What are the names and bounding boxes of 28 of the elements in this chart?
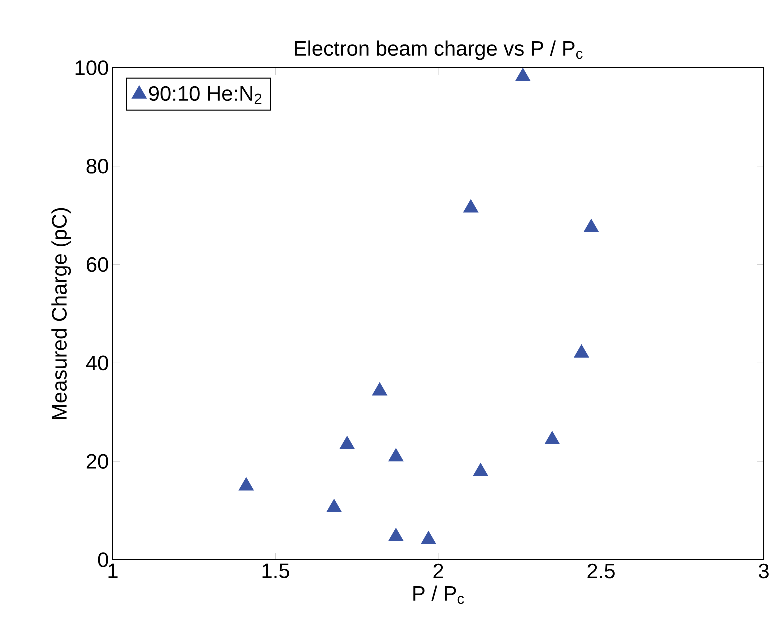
point bbox=[584, 219, 599, 232]
x-tick-label: 1.5 bbox=[262, 564, 290, 578]
point bbox=[545, 431, 560, 444]
legend-label: 90:10 He:N$_{2}$ bbox=[149, 86, 262, 104]
chart-title: Electron beam charge vs P / P$_{c}$ bbox=[295, 40, 583, 60]
x-tick-label: 2.5 bbox=[588, 564, 615, 579]
point bbox=[473, 463, 488, 476]
x-tick-label: 3 bbox=[758, 564, 769, 579]
point bbox=[574, 344, 590, 358]
x-tick-label: 1 bbox=[108, 564, 118, 578]
point bbox=[464, 200, 478, 213]
point bbox=[516, 68, 531, 82]
point bbox=[340, 436, 355, 450]
y-axis-title: Measured Charge (pC) bbox=[52, 208, 72, 420]
y-tick-label: 0 bbox=[98, 552, 108, 568]
point bbox=[326, 499, 342, 512]
x-tick-label: 2 bbox=[434, 564, 444, 578]
y-tick-label: 20 bbox=[86, 454, 108, 470]
point bbox=[239, 478, 254, 491]
y-tick-label: 40 bbox=[86, 356, 108, 371]
point bbox=[388, 448, 404, 462]
y-tick-label: 100 bbox=[76, 60, 108, 76]
y-tick-label: 60 bbox=[86, 257, 108, 272]
point bbox=[421, 531, 436, 544]
y-tick-label: 80 bbox=[86, 158, 108, 174]
x-axis-title: P / P$_{c}$ bbox=[414, 586, 464, 604]
point bbox=[388, 528, 404, 542]
point bbox=[372, 382, 388, 396]
